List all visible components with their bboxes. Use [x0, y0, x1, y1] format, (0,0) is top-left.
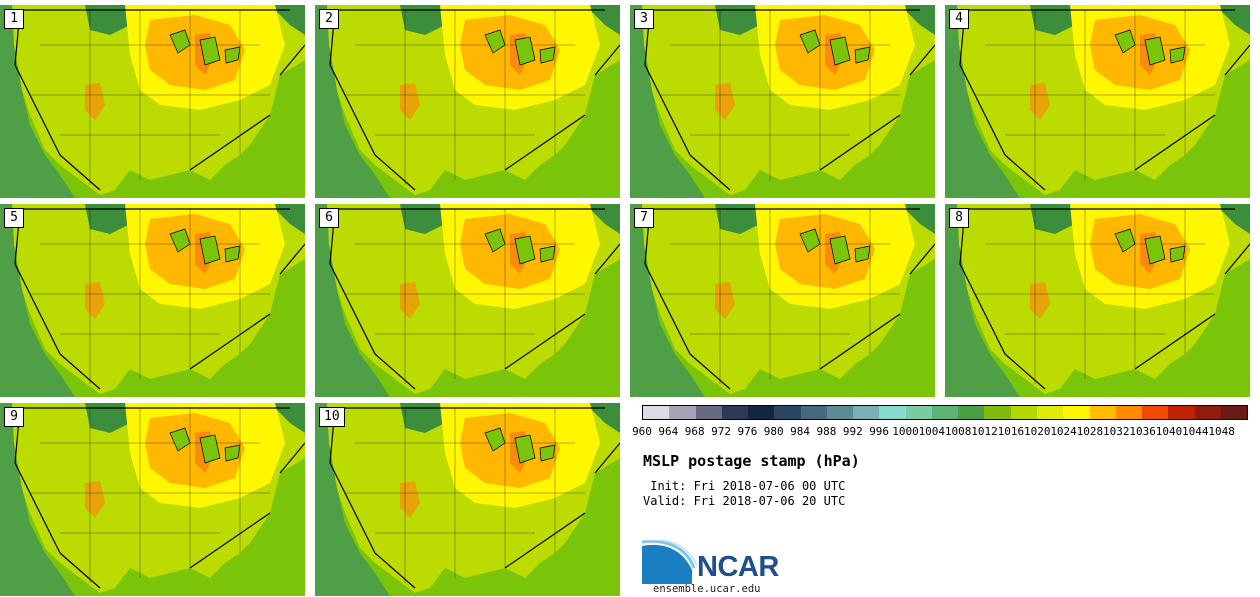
colorbar-tick-label: 1020 — [1023, 425, 1051, 438]
colorbar-tick-label: 1000 — [892, 425, 919, 438]
colorbar-segment — [1220, 406, 1248, 419]
stamp-number: 8 — [949, 208, 969, 228]
colorbar — [642, 405, 1248, 420]
colorbar-tick-label: 992 — [842, 425, 863, 438]
map-stamp-5: 5 — [0, 204, 305, 397]
valid-time: Valid: Fri 2018-07-06 20 UTC — [643, 494, 846, 508]
colorbar-tick-label: 1004 — [918, 425, 946, 438]
colorbar-tick-label: 980 — [763, 425, 784, 438]
colorbar-segment — [748, 406, 775, 419]
colorbar-segment — [931, 406, 959, 419]
stamp-number: 3 — [634, 9, 654, 29]
stamp-number: 9 — [4, 407, 24, 427]
map-image — [315, 5, 620, 198]
map-stamp-8: 8 — [945, 204, 1250, 397]
colorbar-segment — [958, 406, 985, 419]
map-stamp-6: 6 — [315, 204, 620, 397]
colorbar-tick-label: 972 — [711, 425, 731, 438]
map-image — [315, 403, 620, 596]
map-stamp-2: 2 — [315, 5, 620, 198]
colorbar-tick-label: 996 — [869, 425, 890, 438]
colorbar-segment — [905, 406, 932, 419]
init-time: Init: Fri 2018-07-06 00 UTC — [643, 479, 846, 493]
map-image — [0, 403, 305, 596]
colorbar-segment — [1063, 406, 1090, 419]
colorbar-tick-label: 1044 — [1182, 425, 1209, 438]
map-image — [630, 5, 935, 198]
colorbar-tick-label: 988 — [816, 425, 837, 438]
map-image — [630, 204, 935, 397]
colorbar-tick-label: 1048 — [1208, 425, 1235, 438]
stamp-number: 7 — [634, 208, 654, 228]
colorbar-tick-label: 968 — [684, 425, 705, 438]
map-image — [0, 204, 305, 397]
stamp-number: 10 — [319, 407, 345, 427]
colorbar-tick-label: 1032 — [1103, 425, 1130, 438]
ncar-logo-text: NCAR — [697, 551, 779, 583]
map-stamp-1: 1 — [0, 5, 305, 198]
colorbar-tick-label: 976 — [737, 425, 758, 438]
colorbar-segment — [721, 406, 749, 419]
colorbar-segment — [695, 406, 722, 419]
colorbar-segment — [1142, 406, 1169, 419]
chart-title: MSLP postage stamp (hPa) — [643, 452, 860, 470]
map-image — [315, 204, 620, 397]
colorbar-segment — [1010, 406, 1037, 419]
map-image — [0, 5, 305, 198]
colorbar-tick-label: 1036 — [1129, 425, 1156, 438]
colorbar-segment — [800, 406, 827, 419]
colorbar-tick-label: 1024 — [1050, 425, 1077, 438]
colorbar-segment — [1115, 406, 1143, 419]
colorbar-segment — [669, 406, 696, 419]
colorbar-segment — [1089, 406, 1116, 419]
map-image — [945, 5, 1250, 198]
colorbar-tick-label: 964 — [658, 425, 679, 438]
colorbar-segment — [853, 406, 880, 419]
stamp-number: 5 — [4, 208, 24, 228]
map-stamp-3: 3 — [630, 5, 935, 198]
map-image — [945, 204, 1250, 397]
colorbar-segment — [1194, 406, 1221, 419]
colorbar-segment — [1036, 406, 1064, 419]
stamp-number: 6 — [319, 208, 339, 228]
colorbar-segment — [826, 406, 854, 419]
colorbar-segment — [774, 406, 801, 419]
colorbar-segment — [879, 406, 906, 419]
colorbar-segment — [984, 406, 1011, 419]
colorbar-tick-label: 1040 — [1155, 425, 1183, 438]
colorbar-tick-label: 984 — [790, 425, 811, 438]
map-stamp-9: 9 — [0, 403, 305, 596]
colorbar-segment — [643, 406, 670, 419]
stamp-number: 2 — [319, 9, 339, 29]
map-stamp-7: 7 — [630, 204, 935, 397]
map-stamp-10: 10 — [315, 403, 620, 596]
map-stamp-4: 4 — [945, 5, 1250, 198]
colorbar-tick-label: 1008 — [944, 425, 972, 438]
colorbar-segment — [1168, 406, 1195, 419]
colorbar-tick-label: 1028 — [1076, 425, 1104, 438]
colorbar-tick-label: 1012 — [971, 425, 998, 438]
site-url: ensemble.ucar.edu — [653, 583, 761, 595]
stamp-number: 1 — [4, 9, 24, 29]
ncar-logo-mark — [642, 540, 698, 584]
stamp-number: 4 — [949, 9, 969, 29]
colorbar-tick-label: 1016 — [997, 425, 1025, 438]
colorbar-tick-label: 960 — [632, 425, 652, 438]
colorbar-tick-labels: 960 964 968 972 976 980 984 988 992 996 1000 1004 10… — [632, 425, 1252, 439]
